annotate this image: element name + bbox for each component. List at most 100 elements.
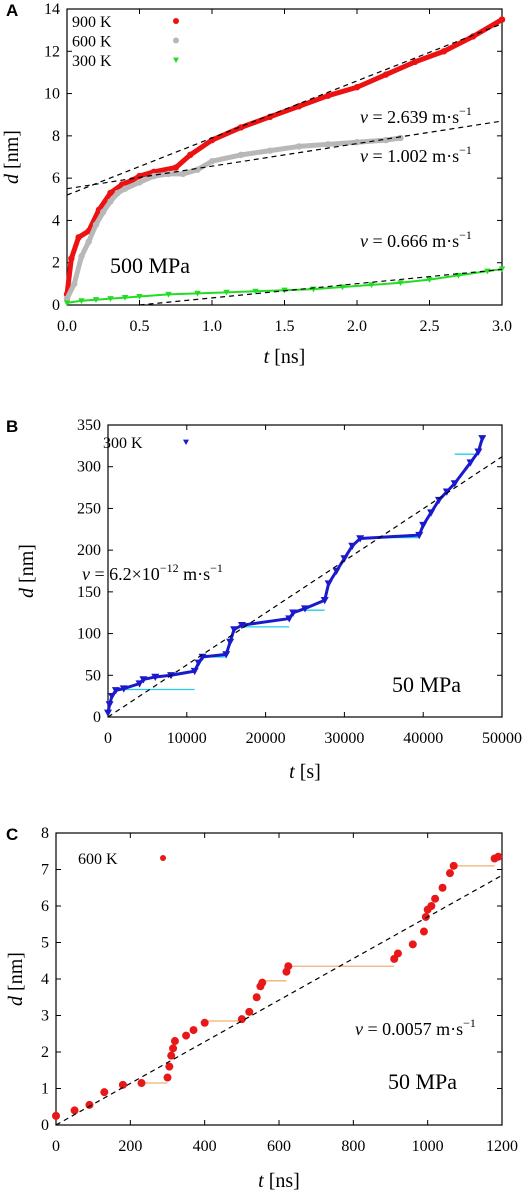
x-tick-label: 0 [52,1138,60,1155]
data-point [449,861,458,870]
data-point [222,651,231,659]
series-600-k [52,852,503,1120]
x-tick-label: 600 [267,1138,291,1155]
data-point [438,883,447,892]
data-point [167,1051,176,1060]
data-point [150,172,158,180]
x-tick-label: 30000 [324,730,364,747]
data-point [136,293,143,300]
y-tick-label: 0 [93,709,101,726]
data-point [237,622,246,630]
y-tick-label: 1 [41,1081,49,1098]
data-point [194,659,203,667]
data-point [266,147,274,154]
data-point [284,962,293,971]
data-point [252,288,259,295]
data-point [332,567,341,575]
data-point [111,687,120,695]
legend-entry: 900 K [72,14,112,31]
data-point [397,134,404,142]
y-tick-label: 8 [52,128,60,145]
data-point [104,709,112,717]
data-point [136,172,143,180]
data-point [92,221,100,228]
y-tick-label: 0 [52,297,60,314]
legend-marker [183,439,189,445]
data-point [190,667,199,676]
data-point [237,1015,246,1024]
data-point [200,1018,209,1027]
data-point [285,615,294,623]
velocity-label: v = 6.2×10−12 m·s−1 [82,561,223,584]
data-point [107,296,114,302]
x-axis-label: t [ns] [264,346,306,368]
fit-line [66,120,503,190]
data-point [223,289,230,296]
y-tick-label: 4 [41,971,49,988]
x-tick-label: 0.0 [57,318,77,335]
y-tick-label: 300 [77,459,101,476]
data-point [118,1080,127,1089]
legend-marker [160,855,166,861]
data-point [419,521,428,530]
x-tick-label: 50000 [482,730,522,747]
data-point [70,1106,79,1115]
data-point [165,291,172,298]
data-point [100,1088,109,1097]
data-point [135,680,144,688]
data-point [139,676,148,684]
data-point [498,266,506,273]
data-point [237,124,245,131]
data-point [427,509,436,517]
legend-marker [173,57,179,63]
data-point [151,673,160,681]
data-point [382,136,390,144]
data-point [478,435,487,443]
y-tick-label: 250 [77,500,101,517]
data-point [393,949,402,958]
data-point [63,295,71,302]
data-point [431,894,440,903]
data-point [194,290,201,297]
velocity-label: v = 2.639 m·s−1 [360,104,472,127]
y-tick-label: 350 [77,417,101,434]
y-axis-label: d [nm] [1,130,23,184]
y-tick-label: 6 [41,898,49,915]
data-point [187,151,194,159]
data-point [189,1026,198,1035]
legend-entry: 300 K [72,53,112,70]
data-point [324,141,332,148]
data-point [169,1044,178,1053]
data-point [324,92,332,99]
x-tick-label: 0.5 [130,318,150,335]
data-point [165,1062,174,1071]
data-point [426,277,433,283]
data-point [182,1031,191,1040]
y-tick-label: 100 [77,626,101,643]
fit-line [55,874,503,1126]
data-point [252,993,261,1002]
data-point [230,626,239,634]
y-tick-label: 12 [44,43,60,60]
fit-line [139,268,503,306]
fit-line [66,23,503,196]
pressure-annotation: 50 MPa [392,672,461,697]
y-tick-label: 5 [41,935,49,952]
data-point [324,580,333,588]
data-point [445,869,454,878]
y-tick-label: 2 [41,1044,49,1061]
velocity-label: v = 0.666 m·s−1 [360,228,472,251]
y-tick-label: 50 [85,667,101,684]
y-tick-label: 8 [41,825,49,842]
data-point [78,253,85,260]
data-point [105,701,114,709]
data-point [165,170,172,178]
data-point [301,605,309,613]
data-point [78,298,85,304]
panel-b: B 0 10000 20000 30000 40000 50000 0 50 100 150 200 2… [6,417,522,783]
data-point [469,33,477,40]
y-tick-label: 7 [41,862,49,879]
y-tick-label: 6 [52,170,60,187]
data-point [208,158,216,165]
x-tick-label: 2.0 [347,318,367,335]
